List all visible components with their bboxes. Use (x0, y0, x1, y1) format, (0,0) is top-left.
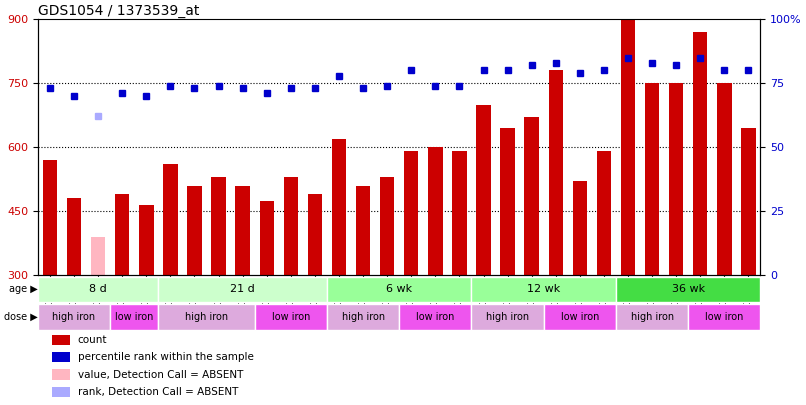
Text: percentile rank within the sample: percentile rank within the sample (77, 352, 254, 362)
Bar (52, 369, 70, 380)
Bar (476, 104, 491, 275)
Bar (211, 177, 226, 275)
FancyBboxPatch shape (158, 305, 255, 330)
Bar (67, 198, 81, 275)
Text: high iron: high iron (342, 312, 384, 322)
Bar (428, 147, 442, 275)
FancyBboxPatch shape (472, 277, 616, 302)
Text: 36 wk: 36 wk (671, 284, 704, 294)
FancyBboxPatch shape (472, 305, 544, 330)
Bar (596, 151, 611, 275)
FancyBboxPatch shape (399, 305, 472, 330)
FancyBboxPatch shape (616, 305, 688, 330)
Text: low iron: low iron (416, 312, 455, 322)
Bar (52, 387, 70, 397)
Bar (235, 185, 250, 275)
Bar (52, 352, 70, 362)
FancyBboxPatch shape (110, 305, 158, 330)
FancyBboxPatch shape (38, 305, 110, 330)
FancyBboxPatch shape (38, 277, 158, 302)
Text: low iron: low iron (272, 312, 310, 322)
FancyBboxPatch shape (327, 277, 472, 302)
Bar (163, 164, 177, 275)
Text: low iron: low iron (561, 312, 599, 322)
Bar (187, 185, 202, 275)
Bar (43, 160, 57, 275)
FancyBboxPatch shape (544, 305, 616, 330)
Bar (355, 185, 370, 275)
Text: high iron: high iron (630, 312, 674, 322)
Bar (525, 117, 539, 275)
FancyBboxPatch shape (688, 305, 761, 330)
Bar (645, 83, 659, 275)
Bar (742, 128, 756, 275)
Bar (404, 151, 418, 275)
Bar (115, 194, 130, 275)
Text: GDS1054 / 1373539_at: GDS1054 / 1373539_at (38, 4, 199, 18)
Text: high iron: high iron (486, 312, 530, 322)
Text: high iron: high iron (52, 312, 96, 322)
Bar (452, 151, 467, 275)
Bar (284, 177, 298, 275)
Bar (308, 194, 322, 275)
Bar (139, 205, 153, 275)
Text: value, Detection Call = ABSENT: value, Detection Call = ABSENT (77, 370, 243, 379)
Text: 21 d: 21 d (231, 284, 255, 294)
Bar (91, 237, 106, 275)
Text: 12 wk: 12 wk (527, 284, 560, 294)
Text: 6 wk: 6 wk (386, 284, 412, 294)
Text: low iron: low iron (115, 312, 153, 322)
Text: dose ▶: dose ▶ (4, 312, 38, 322)
Bar (693, 32, 708, 275)
Bar (52, 335, 70, 345)
Bar (501, 128, 515, 275)
Text: count: count (77, 335, 107, 345)
FancyBboxPatch shape (158, 277, 327, 302)
Bar (549, 70, 563, 275)
Text: rank, Detection Call = ABSENT: rank, Detection Call = ABSENT (77, 387, 238, 397)
FancyBboxPatch shape (327, 305, 399, 330)
Bar (380, 177, 394, 275)
Bar (572, 181, 587, 275)
Bar (332, 139, 347, 275)
Bar (717, 83, 732, 275)
Text: age ▶: age ▶ (9, 284, 38, 294)
Text: 8 d: 8 d (89, 284, 107, 294)
Text: high iron: high iron (185, 312, 228, 322)
FancyBboxPatch shape (616, 277, 761, 302)
Text: low iron: low iron (705, 312, 744, 322)
Bar (260, 200, 274, 275)
Bar (621, 19, 635, 275)
Bar (669, 83, 683, 275)
FancyBboxPatch shape (255, 305, 327, 330)
